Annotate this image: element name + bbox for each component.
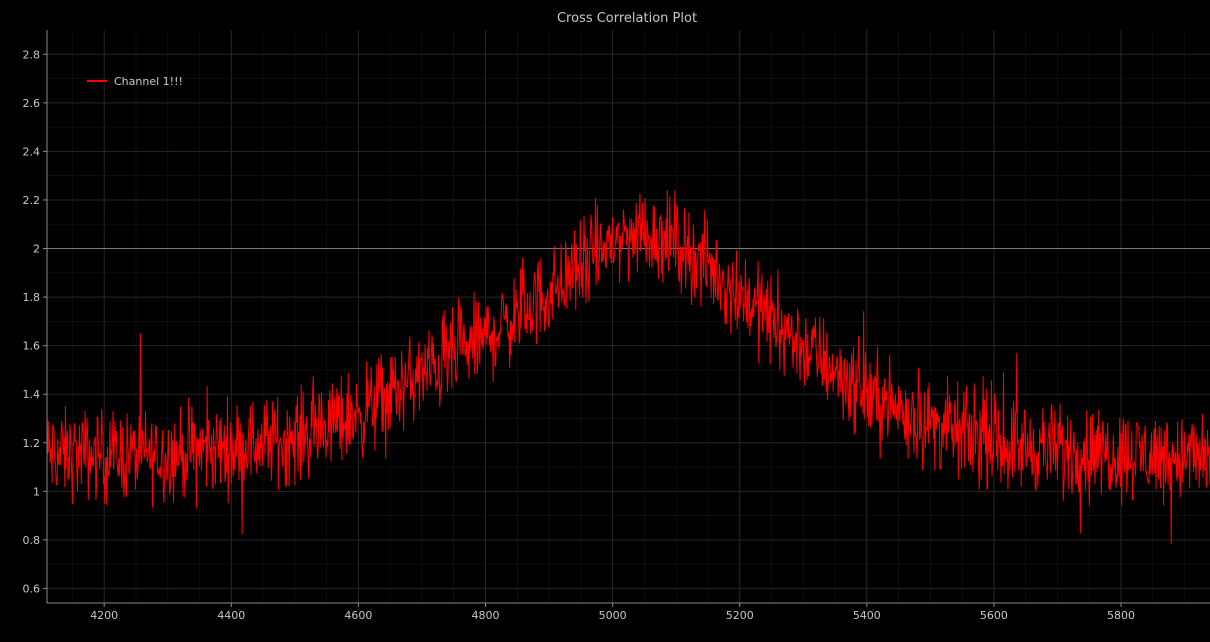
- y-tick-label: 2.2: [23, 194, 41, 207]
- y-tick-label: 1.6: [23, 340, 41, 353]
- y-tick-label: 0.6: [23, 582, 41, 595]
- x-tick-label: 4600: [344, 609, 372, 622]
- series-line-channel-1: [46, 190, 1210, 545]
- chart-title: Cross Correlation Plot: [557, 11, 697, 26]
- legend: Channel 1!!!: [87, 75, 183, 88]
- y-tick-label: 1: [33, 485, 40, 498]
- y-tick-label: 2.8: [23, 48, 41, 61]
- y-tick-label: 2.6: [23, 97, 41, 110]
- x-tick-label: 4200: [90, 609, 118, 622]
- x-tick-label: 5000: [599, 609, 627, 622]
- axes: 4200 4400 4600 4800 5000 5200 5400 5600 5800 0.6 0…: [23, 30, 1210, 622]
- series-layer: [46, 190, 1210, 545]
- y-tick-label: 2: [33, 243, 40, 256]
- x-tick-label: 5600: [980, 609, 1008, 622]
- x-tick-label: 4400: [217, 609, 245, 622]
- x-tick-label: 5200: [726, 609, 754, 622]
- x-tick-label: 4800: [472, 609, 500, 622]
- y-tick-label: 1.2: [23, 437, 41, 450]
- y-tick-label: 2.4: [23, 145, 41, 158]
- legend-label: Channel 1!!!: [114, 75, 183, 88]
- y-tick-label: 0.8: [23, 534, 41, 547]
- y-tick-label: 1.4: [23, 388, 41, 401]
- x-tick-label: 5400: [853, 609, 881, 622]
- x-tick-label: 5800: [1107, 609, 1135, 622]
- y-tick-label: 1.8: [23, 291, 41, 304]
